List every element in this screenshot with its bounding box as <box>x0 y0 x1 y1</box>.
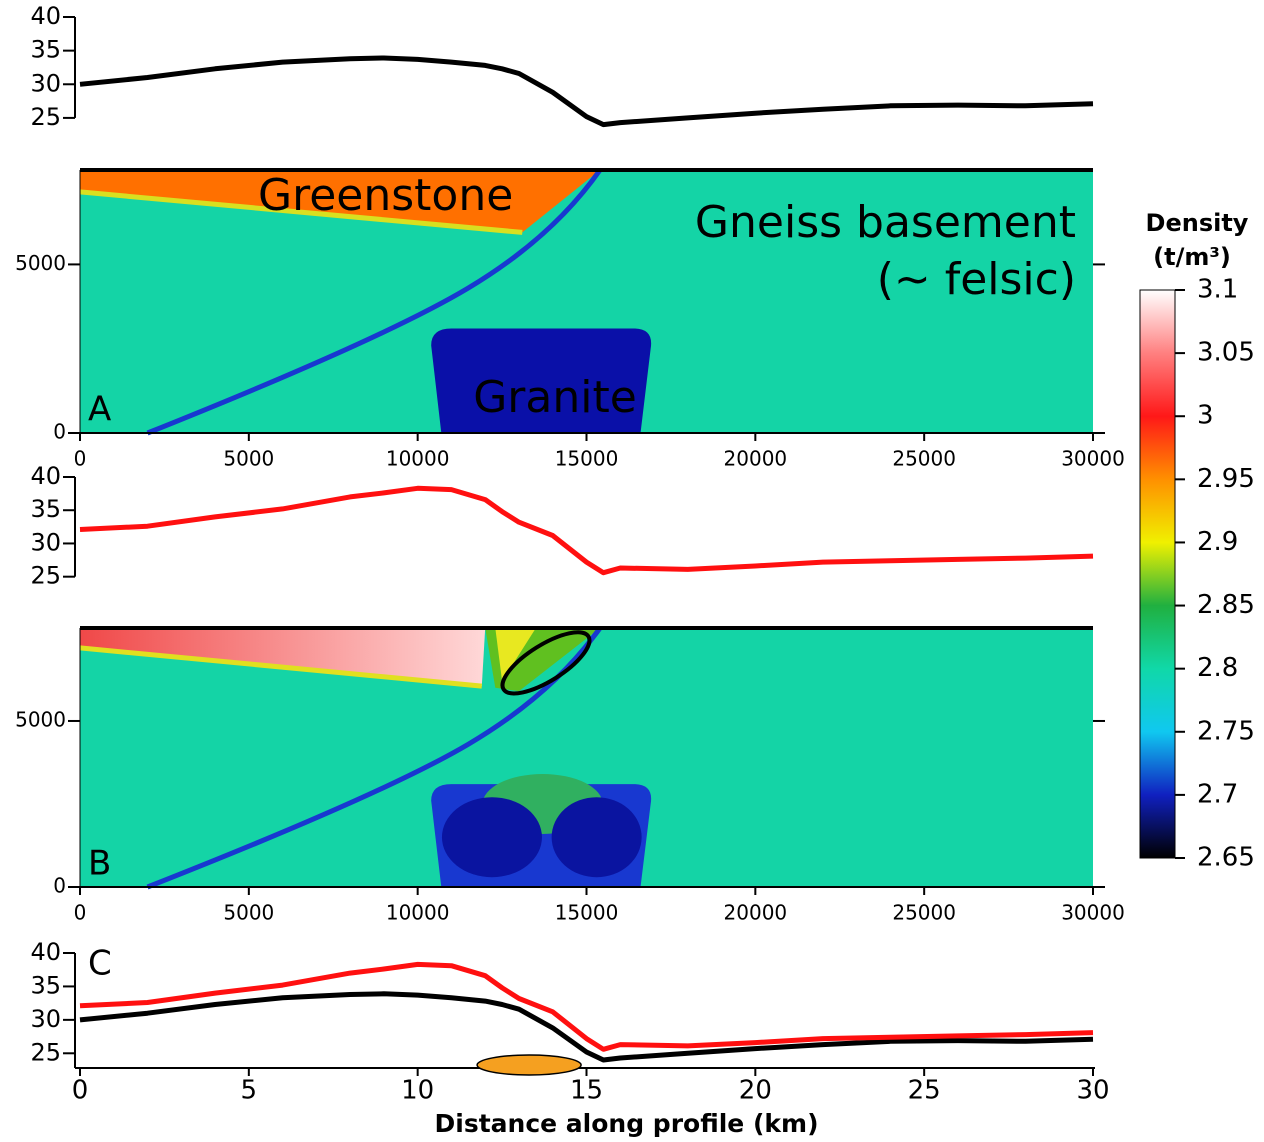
colorbar-tick-label: 2.65 <box>1197 843 1255 873</box>
colorbar-title: Density <box>1146 209 1249 237</box>
colorbar-tick-label: 2.85 <box>1197 590 1255 620</box>
colorbar-tick-label: 3.05 <box>1197 338 1255 368</box>
region-label: Granite <box>473 372 637 423</box>
region-label: (~ felsic) <box>877 254 1076 305</box>
x-tick-label: 0 <box>72 1076 89 1106</box>
x-tick-label: 10 <box>401 1076 434 1106</box>
y-tick-label: 25 <box>30 103 61 131</box>
granite <box>431 328 652 433</box>
greenstone <box>80 170 600 233</box>
panel-label: C <box>88 944 112 984</box>
greenstone-edge <box>79 189 523 235</box>
y-tick-label: 0 <box>53 874 66 898</box>
y-tick-label: 0 <box>53 420 66 444</box>
x-tick-label: 10000 <box>386 447 450 471</box>
x-tick-label: 30000 <box>1061 901 1125 925</box>
profile-line <box>79 55 1094 128</box>
y-tick-label: 35 <box>30 36 61 64</box>
y-tick-label: 35 <box>30 971 61 999</box>
highlight-zone <box>476 1054 582 1076</box>
region-label: Gneiss basement <box>695 197 1076 248</box>
y-tick-label: 25 <box>30 1038 61 1066</box>
colorbar-tick-label: 3 <box>1197 401 1214 431</box>
x-tick-label: 5000 <box>223 901 274 925</box>
x-tick-label: 20000 <box>724 447 788 471</box>
x-tick-label: 30000 <box>1061 447 1125 471</box>
x-tick-label: 25000 <box>892 447 956 471</box>
x-tick-label: 20 <box>739 1076 772 1106</box>
x-tick-label: 25000 <box>892 901 956 925</box>
greenstone-edge <box>79 645 483 689</box>
greenstone <box>80 628 486 687</box>
x-axis-label: Distance along profile (km) <box>435 1109 819 1138</box>
x-tick-label: 25 <box>908 1076 941 1106</box>
y-tick-label: 30 <box>30 69 61 97</box>
y-tick-label: 30 <box>30 528 61 556</box>
x-tick-label: 10000 <box>386 901 450 925</box>
x-tick-label: 15000 <box>555 901 619 925</box>
y-tick-label: 5000 <box>15 251 66 275</box>
colorbar-tick-label: 2.8 <box>1197 653 1238 683</box>
colorbar <box>1139 289 1176 859</box>
y-tick-label: 40 <box>30 938 61 966</box>
x-tick-label: 5 <box>241 1076 258 1106</box>
x-tick-label: 0 <box>74 447 87 471</box>
fault <box>146 168 603 436</box>
y-tick-label: 40 <box>30 462 61 490</box>
colorbar-tick-label: 2.9 <box>1197 527 1238 557</box>
profile-line <box>79 991 1094 1063</box>
panel-label: A <box>88 390 111 430</box>
fault-outline <box>500 630 592 696</box>
colorbar-tick-label: 2.7 <box>1197 779 1238 809</box>
x-tick-label: 20000 <box>724 901 788 925</box>
x-tick-label: 5000 <box>223 447 274 471</box>
granite-inner <box>441 797 542 878</box>
y-tick-label: 25 <box>30 562 61 590</box>
x-tick-label: 15000 <box>555 447 619 471</box>
colorbar-unit: (t/m³) <box>1153 243 1231 271</box>
x-tick-label: 0 <box>74 901 87 925</box>
colorbar-tick-label: 2.95 <box>1197 464 1255 494</box>
x-tick-label: 15 <box>570 1076 603 1106</box>
colorbar-tick-label: 2.75 <box>1197 716 1255 746</box>
region-label: Greenstone <box>258 170 513 221</box>
profile-line <box>79 961 1094 1052</box>
profile-line <box>79 485 1094 576</box>
y-tick-label: 5000 <box>15 707 66 731</box>
fault-zone-core <box>495 628 536 682</box>
y-tick-label: 40 <box>30 2 61 30</box>
y-tick-label: 30 <box>30 1005 61 1033</box>
y-tick-label: 35 <box>30 495 61 523</box>
x-tick-label: 30 <box>1076 1076 1109 1106</box>
granite-inner <box>551 797 642 878</box>
colorbar-tick-label: 3.1 <box>1197 275 1238 305</box>
panel-label: B <box>88 844 111 884</box>
